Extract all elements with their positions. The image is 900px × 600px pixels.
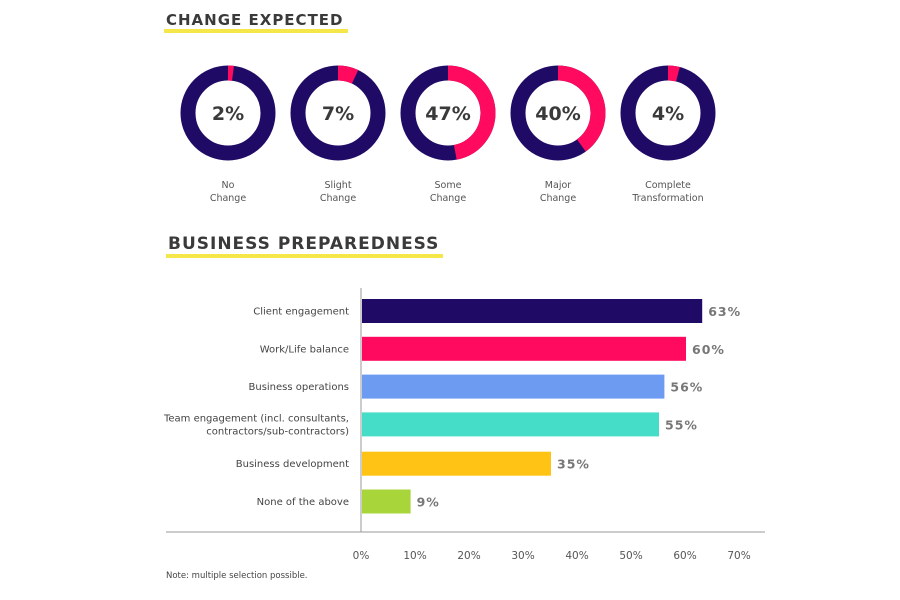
change-expected-title-text: CHANGE EXPECTED [166,11,344,29]
donut-category-label-line: Change [319,192,357,204]
donut-category-label-line: Complete [645,180,691,191]
change-expected-donut-chart: 2% 7% 47% 40% 4% [180,65,716,161]
donut-segment [400,65,496,161]
donut-segment [510,65,606,161]
donut-category-label: Major Change [493,180,623,205]
donut-category-label-line: Change [429,192,467,204]
donut-4: 4% [620,65,716,161]
x-tick-label: 60% [673,550,696,562]
x-tick-label: 30% [511,550,534,562]
donut-category-label-line: Major [544,180,572,191]
bar-value-label: 63% [708,304,741,319]
bar-value-label: 9% [417,495,440,510]
bar [362,299,703,323]
donut-segment [290,65,386,161]
donut-2: 47% [400,65,496,161]
donut-category-label-line: Slight [324,180,352,191]
bar-value-label: 60% [692,342,725,357]
x-tick-label: 20% [457,550,480,562]
bar-category-label: Team engagement (incl. consultants, [163,413,349,424]
bar-category-label: Client engagement [253,307,349,318]
bar-value-label: 35% [557,457,590,472]
donut-category-label-line: Transformation [632,192,704,204]
donut-segment [180,65,276,161]
bar-category-label: contractors/sub-contractors) [206,426,349,437]
donut-category-label-line: Some [434,180,462,191]
x-tick-label: 0% [353,550,370,562]
bar-category-label: None of the above [257,497,349,508]
bar [362,412,659,437]
bar-category-label: Business operations [249,382,350,393]
donut-value-label: 4% [652,103,684,125]
x-tick-label: 50% [619,550,642,562]
donut-value-label: 47% [425,103,470,125]
bar [362,374,665,399]
title-highlight [166,254,444,258]
donut-3: 40% [510,65,606,161]
x-tick-label: 10% [403,550,426,562]
donut-category-label-line: No [221,180,235,191]
bar-category-label: Work/Life balance [260,344,349,355]
bar-value-label: 56% [670,380,703,395]
donut-category-label: No Change [163,180,293,205]
donut-category-label: Complete Transformation [603,180,733,205]
bar-value-label: 55% [665,417,698,432]
business-preparedness-title: BUSINESS PREPAREDNESS [166,234,444,258]
donut-value-label: 7% [322,103,354,125]
bar [362,336,686,361]
donut-1: 7% [290,65,386,161]
donut-category-label-line: Change [209,192,247,204]
business-preparedness-title-text: BUSINESS PREPAREDNESS [168,234,440,254]
change-expected-title: CHANGE EXPECTED [164,11,348,33]
donut-category-label: Slight Change [273,180,403,205]
bar [362,451,551,476]
bar [362,489,411,514]
bar-category-label: Business development [236,459,349,470]
title-highlight [164,29,348,33]
donut-segment [620,65,716,161]
x-tick-label: 70% [727,550,750,562]
donut-0: 2% [180,65,276,161]
donut-category-label: Some Change [383,180,513,205]
donut-value-label: 40% [535,103,580,125]
donut-value-label: 2% [212,103,244,125]
footnote: Note: multiple selection possible. [166,571,308,581]
donut-category-label-line: Change [539,192,577,204]
x-tick-label: 40% [565,550,588,562]
